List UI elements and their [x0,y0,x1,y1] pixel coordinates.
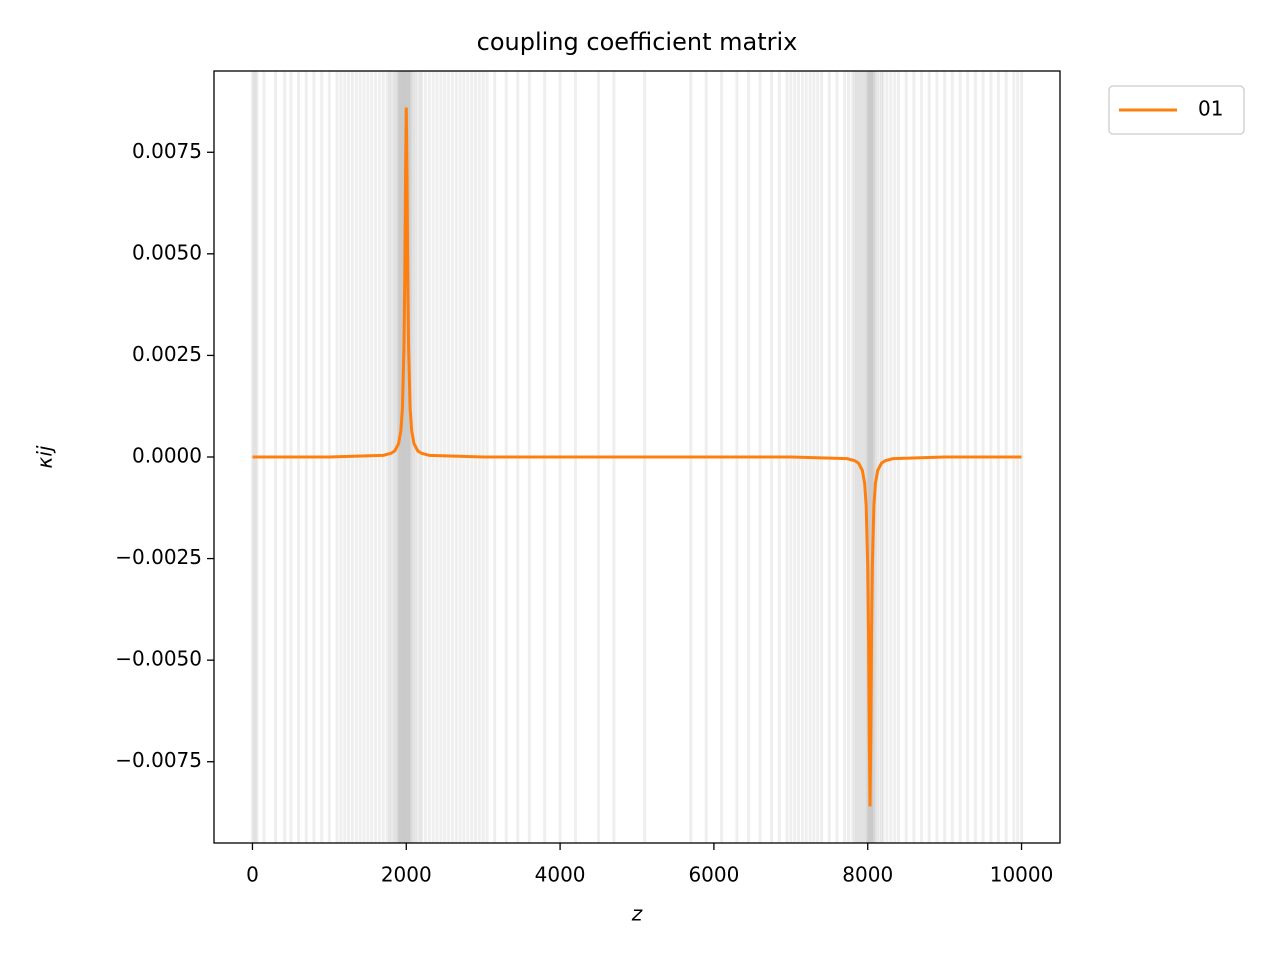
x-tick-label: 8000 [842,863,893,887]
x-tick-label: 4000 [535,863,586,887]
x-tick-label: 0 [246,863,259,887]
chart-title: coupling coefficient matrix [477,28,798,56]
y-axis-label: κij [33,445,57,468]
y-tick-label: 0.0075 [132,139,202,163]
y-tick-label: 0.0000 [132,444,202,468]
legend-label: 01 [1198,97,1223,121]
x-tick-label: 6000 [688,863,739,887]
data-line [252,107,1022,807]
y-tick-label: −0.0075 [115,748,202,772]
x-tick-label: 2000 [381,863,432,887]
plot-frame [213,70,1061,844]
y-tick-label: −0.0025 [115,545,202,569]
y-tick-label: 0.0025 [132,342,202,366]
x-tick-label: 10000 [990,863,1054,887]
y-tick-label: 0.0050 [132,240,202,264]
y-tick-label: −0.0050 [115,647,202,671]
x-axis-label: z [631,902,643,926]
